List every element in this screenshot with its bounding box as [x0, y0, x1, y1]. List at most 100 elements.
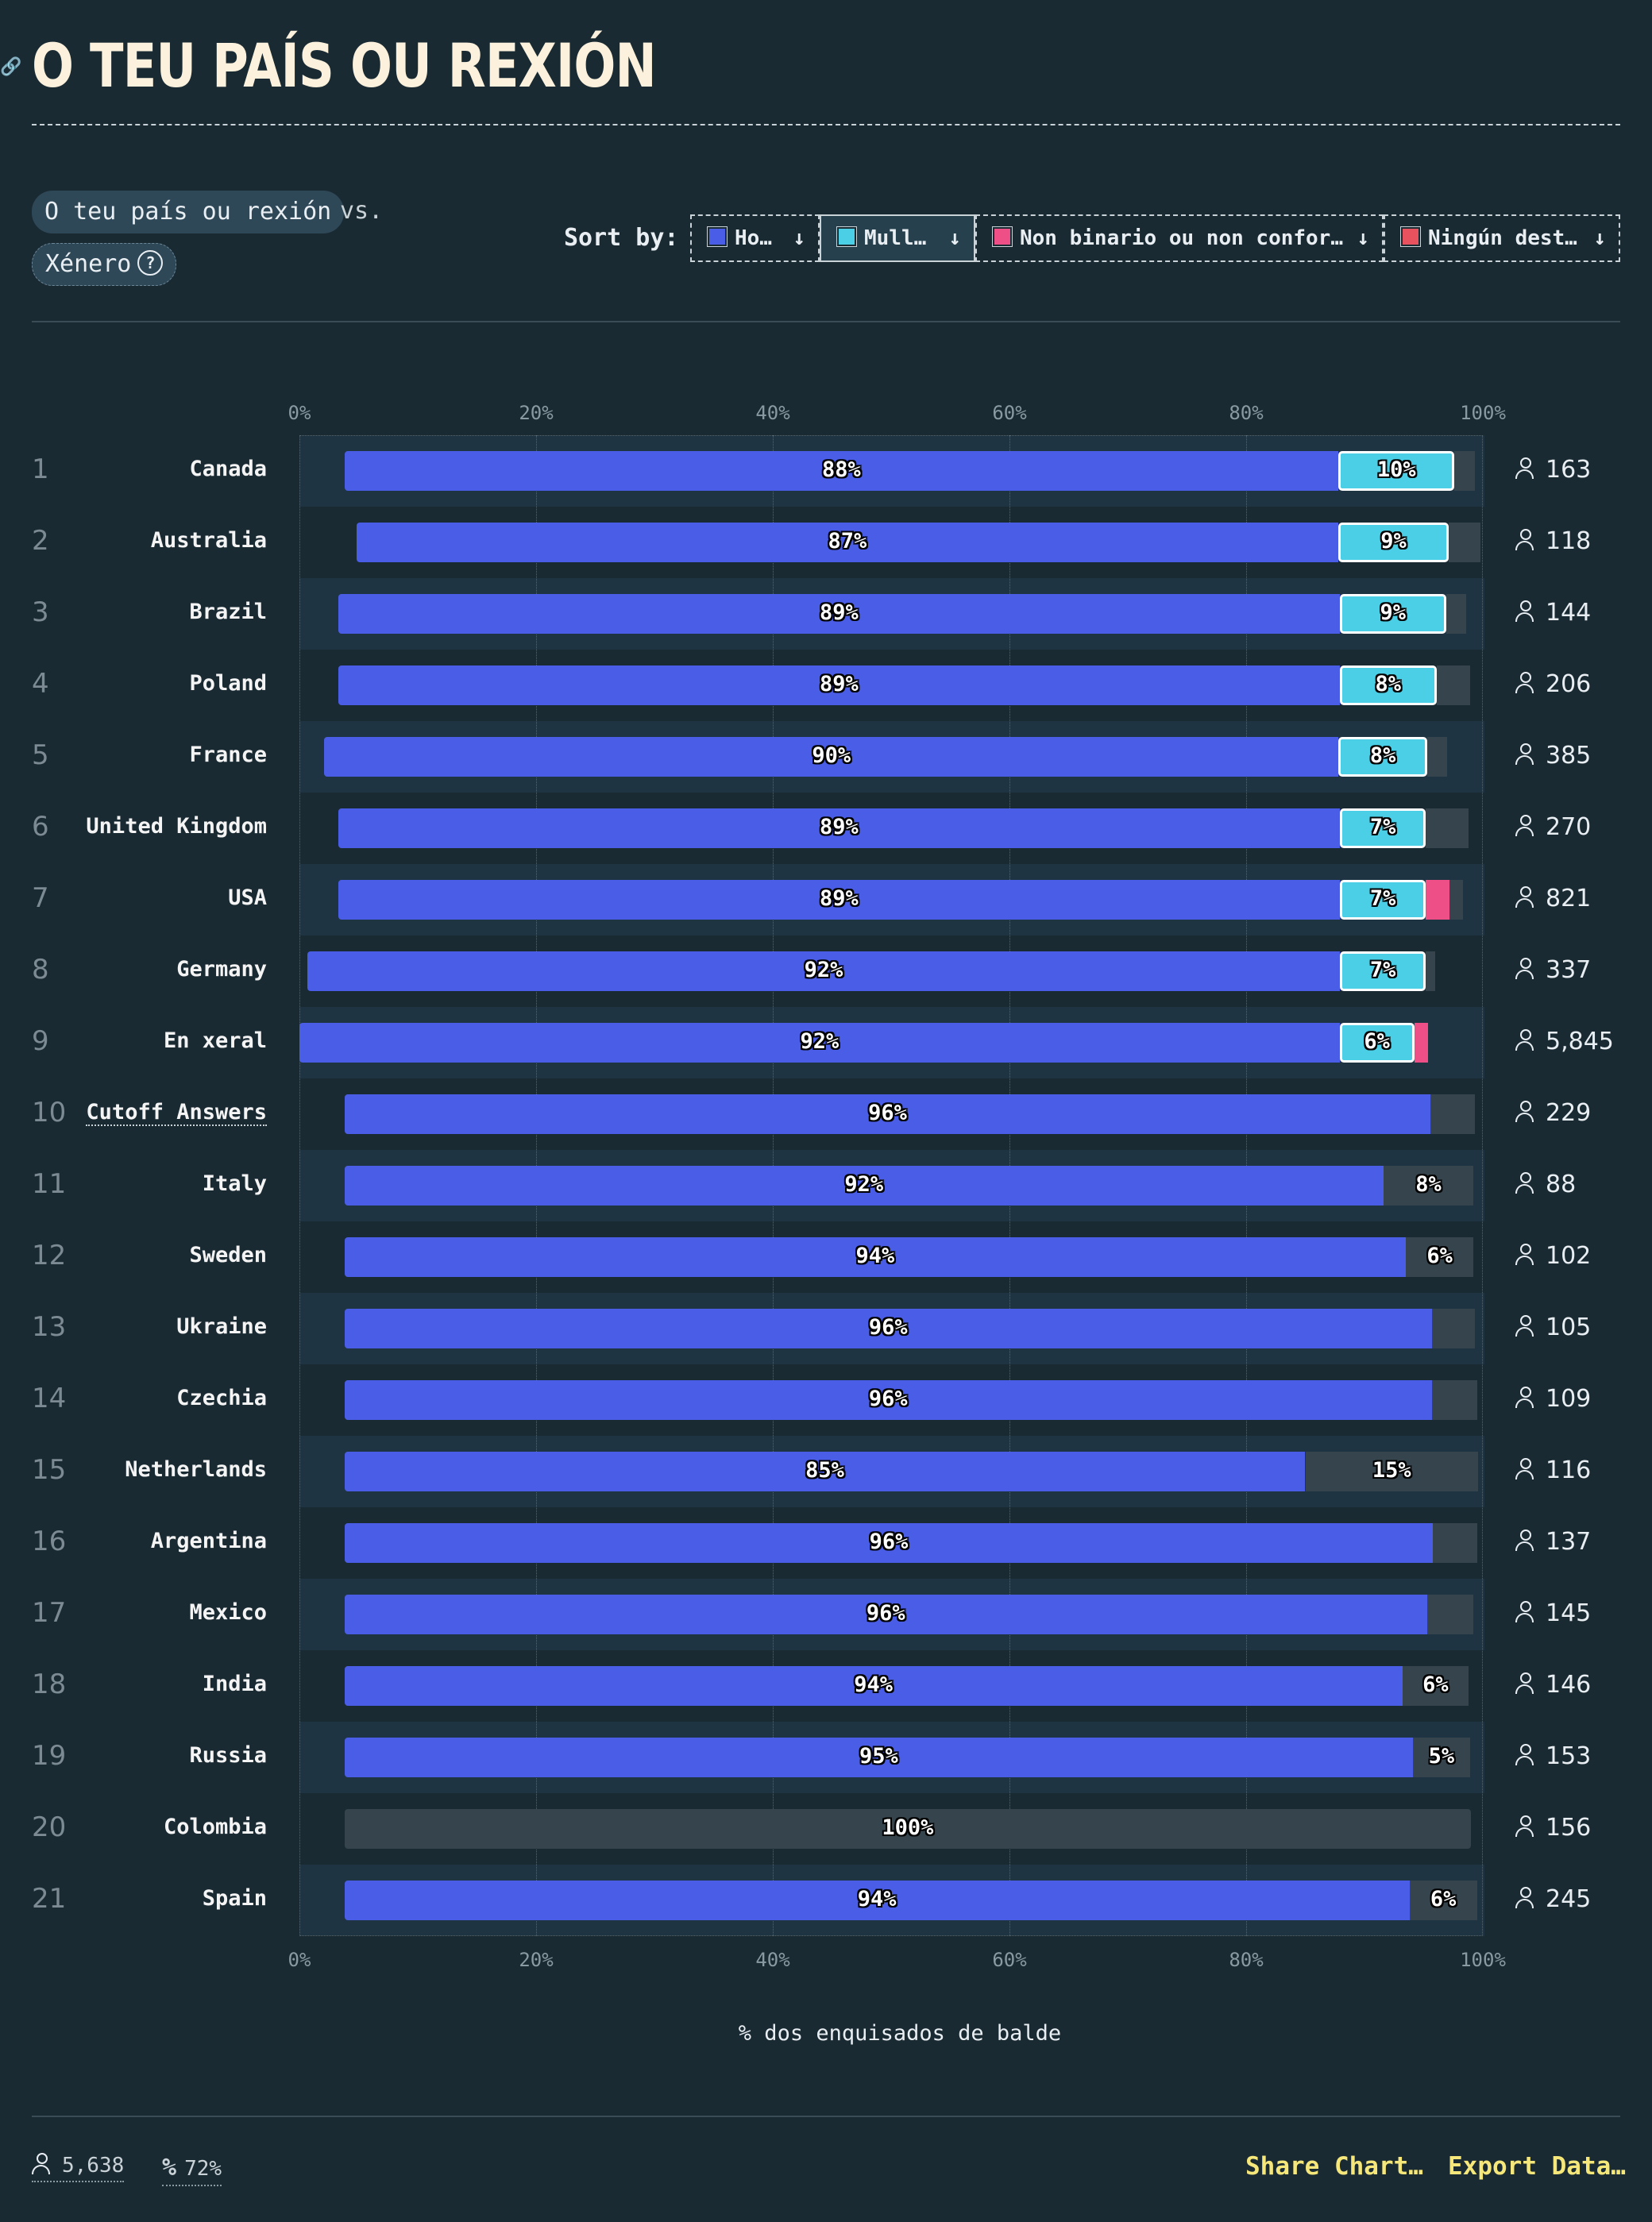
row-count[interactable]: 105 — [1515, 1314, 1591, 1341]
person-icon — [32, 2152, 51, 2175]
link-icon[interactable]: 🔗 — [0, 57, 22, 77]
controls-divider — [32, 321, 1620, 322]
sort-label: Sort by: — [564, 224, 679, 252]
country-label[interactable]: Cutoff Answers — [86, 1100, 267, 1126]
person-icon — [1515, 1171, 1534, 1194]
row-count-value: 116 — [1546, 1456, 1592, 1484]
country-label: En xeral — [163, 1028, 267, 1053]
bar-value-label: 7% — [1369, 815, 1396, 839]
row-count[interactable]: 163 — [1515, 456, 1591, 484]
bar-rest — [1449, 880, 1463, 920]
row-rank: 12 — [32, 1240, 67, 1271]
row-count[interactable]: 137 — [1515, 1528, 1591, 1556]
country-label: Canada — [189, 457, 267, 481]
row-count[interactable]: 153 — [1515, 1742, 1591, 1770]
x-tick-label: 60% — [992, 402, 1027, 424]
sort-button-1[interactable]: Ho… ↓ — [690, 214, 820, 262]
bar-value-label: 92% — [804, 958, 843, 982]
row-count[interactable]: 145 — [1515, 1599, 1591, 1627]
bar-value-label: 10% — [1376, 457, 1416, 482]
row-count[interactable]: 5,845 — [1515, 1028, 1614, 1055]
bar-value-label: 92% — [800, 1029, 840, 1054]
row-count[interactable]: 337 — [1515, 956, 1591, 984]
person-icon — [1515, 1100, 1534, 1123]
bar-value-label: 96% — [868, 1315, 908, 1340]
row-count-value: 821 — [1546, 885, 1592, 912]
series-swatch — [992, 226, 1013, 247]
share-chart-button[interactable]: Share Chart… — [1245, 2152, 1423, 2181]
bar-nb — [1414, 1023, 1429, 1063]
row-count[interactable]: 229 — [1515, 1099, 1591, 1127]
row-count[interactable]: 102 — [1515, 1242, 1591, 1270]
sort-button-3[interactable]: Non binario ou non confor… ↓ — [975, 214, 1384, 262]
bar-rest — [1431, 1380, 1477, 1420]
sort-arrow-icon: ↓ — [1357, 226, 1369, 250]
row-rank: 20 — [32, 1811, 67, 1843]
export-data-button[interactable]: Export Data… — [1448, 2152, 1626, 2181]
country-label: Italy — [202, 1171, 267, 1196]
respondents-stat[interactable]: 5,638 — [32, 2152, 125, 2182]
row-count[interactable]: 144 — [1515, 599, 1591, 627]
person-icon — [1515, 457, 1534, 480]
person-icon — [1515, 1386, 1534, 1409]
x-axis-label: % dos enquisados de balde — [738, 2021, 1062, 2046]
country-label: Germany — [176, 957, 267, 982]
row-count[interactable]: 206 — [1515, 670, 1591, 698]
sort-button-2[interactable]: Mull… ↓ — [820, 214, 975, 262]
bar-man — [344, 451, 1339, 491]
row-rank: 4 — [32, 668, 49, 700]
row-count[interactable]: 118 — [1515, 527, 1591, 555]
row-count[interactable]: 270 — [1515, 813, 1591, 841]
series-swatch — [707, 226, 728, 247]
percent-stat[interactable]: % 72% — [162, 2154, 222, 2186]
row-count[interactable]: 88 — [1515, 1171, 1576, 1198]
bar-rest — [1448, 523, 1480, 562]
bar-man — [344, 1166, 1384, 1206]
bar-man — [344, 1380, 1432, 1420]
bar-woman — [1339, 880, 1426, 920]
bar-value-label: 90% — [812, 743, 851, 768]
country-label: Sweden — [189, 1243, 267, 1267]
bar-woman — [1338, 451, 1455, 491]
row-count[interactable]: 116 — [1515, 1456, 1591, 1484]
bar-man — [344, 1452, 1306, 1491]
bar-rest — [1436, 665, 1470, 705]
row-count[interactable]: 821 — [1515, 885, 1591, 912]
bar-rest — [1426, 808, 1469, 848]
bar-value-label: 8% — [1375, 672, 1402, 696]
country-label: Poland — [189, 671, 267, 696]
row-rank: 1 — [32, 453, 49, 485]
bar-value-label: 94% — [857, 1887, 897, 1911]
bar-man — [324, 737, 1339, 777]
bar-value-label: 96% — [868, 1387, 908, 1411]
person-icon — [1515, 1815, 1534, 1838]
bar-value-label: 15% — [1372, 1458, 1411, 1483]
row-count-value: 385 — [1546, 742, 1592, 770]
x-tick-label: 20% — [519, 1949, 554, 1971]
row-count-value: 5,845 — [1546, 1028, 1614, 1055]
row-count-value: 163 — [1546, 456, 1592, 484]
row-count[interactable]: 156 — [1515, 1814, 1591, 1842]
bar-value-label: 95% — [859, 1744, 898, 1769]
bar-woman — [1339, 808, 1426, 848]
sort-button-4[interactable]: Ningún dest… ↓ — [1384, 214, 1620, 262]
page-title: O TEU PAÍS OU REXIÓN — [32, 30, 657, 101]
person-icon — [1515, 528, 1534, 551]
row-rank: 21 — [32, 1883, 67, 1915]
row-count[interactable]: 245 — [1515, 1885, 1591, 1913]
bar-value-label: 5% — [1428, 1744, 1455, 1769]
bar-woman — [1339, 594, 1446, 634]
bar-value-label: 96% — [868, 1101, 907, 1125]
person-icon — [1515, 1672, 1534, 1695]
bar-value-label: 7% — [1369, 958, 1396, 982]
help-icon[interactable]: ? — [137, 249, 164, 276]
row-count[interactable]: 146 — [1515, 1671, 1591, 1699]
bar-rest — [1383, 1166, 1474, 1206]
chip-country[interactable]: O teu país ou rexión — [32, 191, 345, 233]
country-label: Brazil — [189, 600, 267, 624]
row-count[interactable]: 109 — [1515, 1385, 1591, 1413]
row-count[interactable]: 385 — [1515, 742, 1591, 770]
chip-gender[interactable]: Xénero? — [32, 243, 177, 286]
bar-value-label: 89% — [820, 815, 859, 839]
bar-man — [344, 1523, 1434, 1563]
